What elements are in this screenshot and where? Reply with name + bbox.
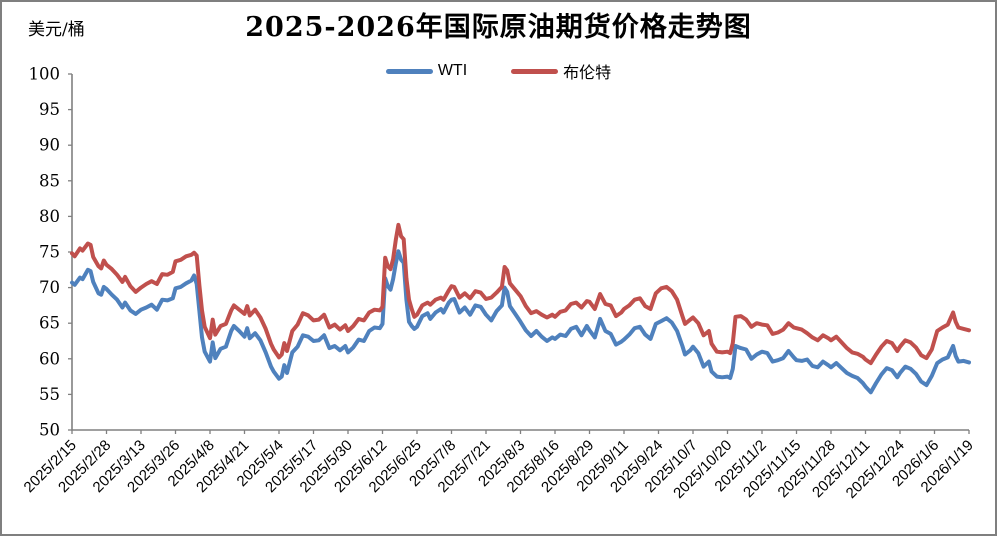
y-axis-tick-label: 100 bbox=[29, 65, 61, 84]
y-axis-tick-label: 75 bbox=[39, 243, 60, 262]
y-axis-unit-label: 美元/桶 bbox=[28, 20, 85, 40]
y-axis-tick-label: 60 bbox=[39, 349, 60, 368]
y-axis-tick-label: 95 bbox=[39, 100, 60, 119]
legend-item-wti: WTI bbox=[385, 62, 468, 80]
y-axis-tick-label: 85 bbox=[39, 171, 60, 190]
y-axis-tick-label: 50 bbox=[39, 421, 60, 440]
legend-label-wti: WTI bbox=[437, 62, 468, 79]
y-axis-tick-label: 55 bbox=[39, 385, 60, 404]
legend: WTI 布伦特 bbox=[2, 58, 995, 84]
legend-item-brent: 布伦特 bbox=[511, 59, 611, 83]
brent-price-line bbox=[70, 222, 971, 366]
y-axis-tick-label: 90 bbox=[39, 136, 60, 155]
chart-title: 2025-2026年国际原油期货价格走势图 bbox=[245, 12, 752, 43]
legend-label-brent: 布伦特 bbox=[563, 65, 612, 82]
wti-line-swatch bbox=[385, 68, 433, 74]
wti-price-line bbox=[70, 249, 971, 395]
axis-lines bbox=[71, 74, 969, 431]
brent-line-swatch bbox=[511, 68, 559, 74]
y-axis-tick-label: 70 bbox=[39, 278, 60, 297]
y-axis-tick-label: 80 bbox=[39, 207, 60, 226]
y-axis-tick-label: 65 bbox=[39, 314, 60, 333]
